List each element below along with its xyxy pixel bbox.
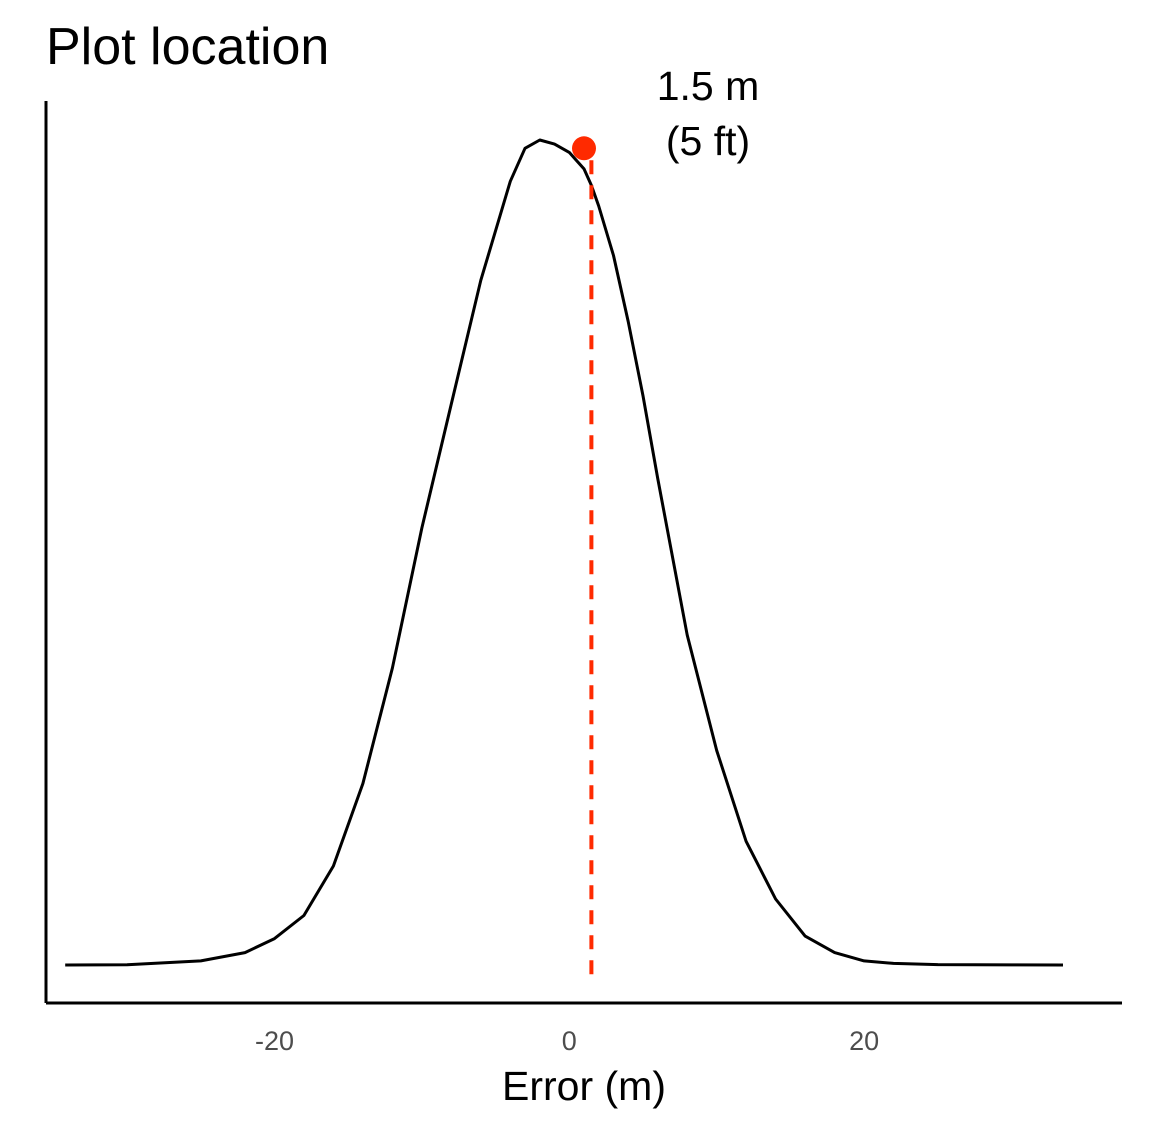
x-tick-label: -20 (255, 1026, 294, 1056)
peak-marker (572, 136, 596, 161)
annotation-line-1: 1.5 m (657, 63, 760, 109)
chart-title: Plot location (46, 18, 329, 76)
x-tick-label: 20 (849, 1026, 879, 1056)
density-curve (65, 138, 1064, 967)
x-tick-labels: -20 0 20 (255, 1026, 879, 1056)
x-tick-label: 0 (562, 1026, 577, 1056)
plot-area (65, 136, 1064, 977)
x-axis-title: Error (m) (502, 1063, 666, 1109)
annotation-line-2: (5 ft) (666, 118, 750, 164)
